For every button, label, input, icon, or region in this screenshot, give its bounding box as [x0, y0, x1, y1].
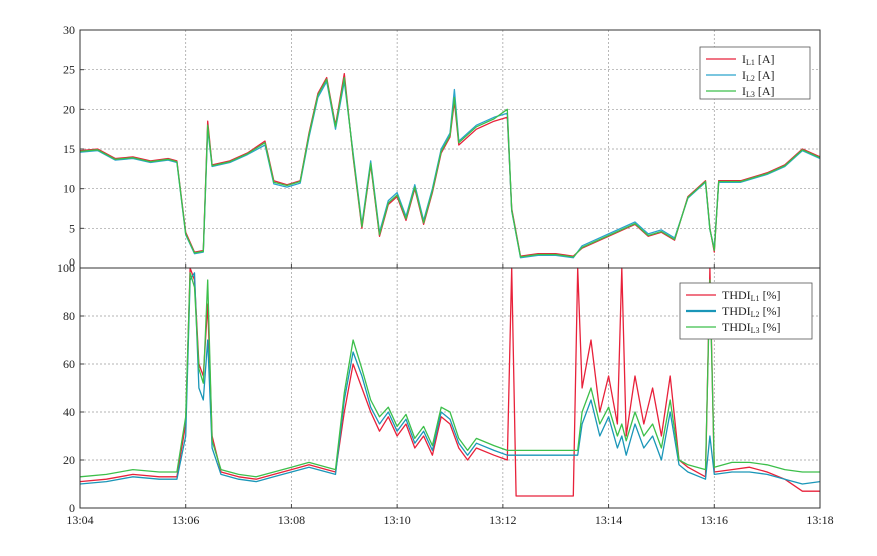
y-tick-label: 60	[63, 357, 75, 371]
y-tick-label: 100	[57, 261, 75, 275]
y-tick-label: 5	[69, 221, 75, 235]
legend-label: IL1 [A]	[742, 52, 775, 67]
y-tick-label: 0	[69, 501, 75, 515]
legend-top: IL1 [A]IL2 [A]IL3 [A]	[699, 46, 811, 100]
y-tick-label: 15	[63, 142, 75, 156]
panel-top: 5 10 15 20 25 30 0 IL1 [A]IL2 [A]IL3 [A]	[63, 23, 821, 269]
series-line-bottom-3	[79, 272, 820, 478]
x-tick-label: 13:18	[806, 513, 833, 527]
x-tick-label: 13:16	[701, 513, 728, 527]
y-tick-label: 0	[69, 255, 75, 269]
y-tick-label: 30	[63, 23, 75, 37]
legend-label: THDIL2 [%]	[722, 304, 781, 319]
y-tick-label: 10	[63, 182, 75, 196]
series-line-top-1	[79, 72, 821, 257]
panel-bottom: 0 20 40 60 80 100 13:04 13:06 13:08 13:10 13:12 13:…	[57, 261, 834, 527]
x-tick-label: 13:14	[595, 513, 622, 527]
y-tick-label: 20	[63, 453, 75, 467]
x-tick-label: 13:12	[489, 513, 516, 527]
legend-label: THDIL3 [%]	[722, 320, 781, 335]
y-tick-label: 25	[63, 63, 75, 77]
x-tick-label: 13:04	[66, 513, 93, 527]
y-tick-label: 40	[63, 405, 75, 419]
x-tick-label: 13:06	[172, 513, 199, 527]
y-tick-label: 20	[63, 102, 75, 116]
series-line-bottom-2	[79, 272, 821, 485]
series-line-top-2	[79, 80, 821, 259]
y-tick-label: 80	[63, 309, 75, 323]
series-line-top-3	[79, 76, 821, 258]
legend-bottom: THDIL1 [%]THDIL2 [%]THDIL3 [%]	[679, 282, 813, 340]
x-tick-label: 13:08	[278, 513, 305, 527]
legend-box	[699, 46, 811, 100]
plot-frame	[79, 267, 821, 509]
x-tick-label: 13:10	[383, 513, 410, 527]
legend-label: THDIL1 [%]	[722, 288, 781, 303]
legend-label: IL2 [A]	[742, 68, 775, 83]
legend-label: IL3 [A]	[742, 84, 775, 99]
